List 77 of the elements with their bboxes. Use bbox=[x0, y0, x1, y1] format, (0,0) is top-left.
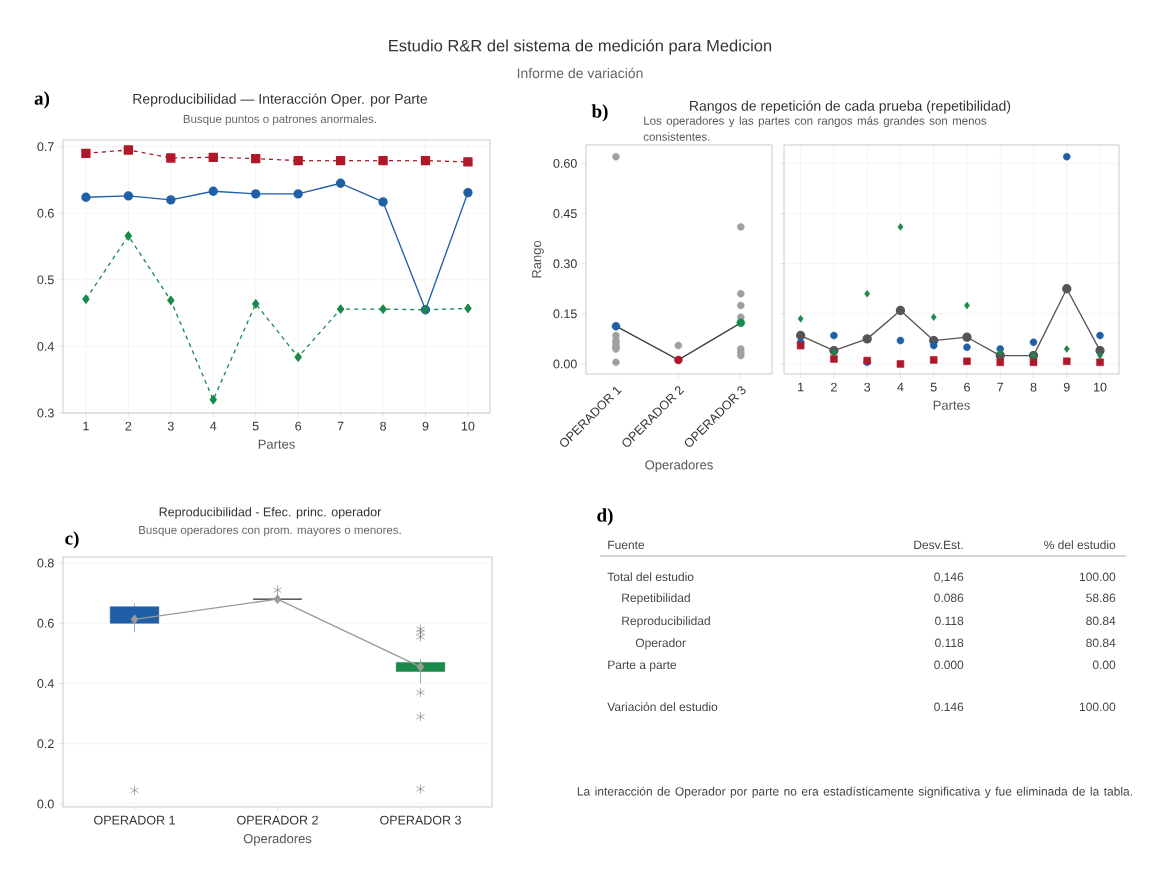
text: d) bbox=[597, 508, 613, 526]
x-tick-label: OPERADOR 2 bbox=[237, 815, 318, 825]
text: 0.118 bbox=[935, 638, 964, 648]
y-tick-label: 0.60 bbox=[553, 158, 577, 168]
y-tick-label: 0.2 bbox=[37, 739, 54, 749]
category-label: Total del estudio bbox=[607, 572, 694, 582]
y-tick-label: 0.8 bbox=[37, 558, 54, 568]
text: 0,146 bbox=[934, 572, 964, 583]
y-tick-label: 0.4 bbox=[37, 679, 54, 688]
text: 100.00 bbox=[1079, 702, 1116, 712]
x-tick-label: 2 bbox=[831, 382, 837, 392]
y-tick-label: 0.3 bbox=[37, 408, 54, 418]
x-axis-title: Operadores bbox=[645, 459, 713, 473]
y-axis-title: Rango bbox=[532, 240, 544, 278]
x-tick-label: 3 bbox=[864, 382, 871, 392]
x-tick-label: 6 bbox=[295, 421, 302, 431]
y-tick-label: 0.6 bbox=[37, 618, 54, 628]
chart-title: Reproducibilidad — Interacción Oper. por Parte bbox=[133, 93, 428, 107]
category-label: Parte a parte bbox=[608, 660, 677, 672]
x-tick-label: 10 bbox=[1094, 382, 1107, 392]
text: 0.146 bbox=[934, 702, 964, 712]
y-tick-label: 0.7 bbox=[37, 142, 54, 152]
text: 58.86 bbox=[1086, 593, 1116, 603]
chart-title: Reproducibilidad - Efec. princ. operador bbox=[159, 507, 382, 519]
x-axis-title: Operadores bbox=[243, 833, 312, 846]
category-label: Desv.Est. bbox=[914, 540, 963, 550]
x-tick-label: 1 bbox=[83, 421, 89, 431]
category-label: Operador bbox=[635, 638, 686, 650]
text: a) bbox=[34, 91, 50, 109]
x-tick-label: 7 bbox=[337, 421, 344, 431]
x-tick-label: 1 bbox=[798, 382, 804, 392]
chart-subtitle: Busque puntos o patrones anormales. bbox=[183, 114, 377, 126]
text: 80.84 bbox=[1086, 616, 1116, 626]
text: 100.00 bbox=[1079, 572, 1116, 582]
category-label: Variación del estudio bbox=[607, 702, 718, 712]
text: 0.000 bbox=[934, 660, 964, 670]
x-tick-label: 2 bbox=[125, 421, 132, 431]
category-label: % del estudio bbox=[1044, 540, 1116, 550]
text: c) bbox=[65, 531, 79, 549]
y-tick-label: 0.45 bbox=[553, 209, 577, 218]
x-tick-label: 5 bbox=[252, 421, 259, 431]
text: Los operadores y las partes con rangos más grandes son menos consistentes. bbox=[643, 116, 987, 141]
text: Rangos de repetición de cada prueba (repetibilidad) bbox=[690, 100, 1011, 114]
category-label: Fuente bbox=[608, 540, 645, 550]
chart-subtitle: Busque operadores con prom. mayores o menores. bbox=[139, 525, 401, 537]
x-tick-label: 9 bbox=[1063, 382, 1070, 392]
text: Informe de variación bbox=[517, 67, 643, 79]
x-tick-label: 5 bbox=[930, 382, 937, 392]
x-tick-label: 4 bbox=[897, 382, 904, 392]
text: 0.086 bbox=[934, 593, 964, 603]
x-tick-label: OPERADOR 3 bbox=[380, 815, 461, 825]
x-tick-label: 7 bbox=[997, 382, 1004, 392]
category-label: Reproducibilidad bbox=[622, 616, 710, 628]
x-tick-label: 8 bbox=[1030, 382, 1037, 392]
y-tick-label: 0.6 bbox=[37, 208, 54, 218]
y-tick-label: 0.4 bbox=[37, 341, 54, 351]
x-tick-label: 9 bbox=[422, 421, 429, 431]
x-axis-title: Partes bbox=[258, 439, 295, 449]
y-tick-label: 0.15 bbox=[553, 309, 577, 319]
y-tick-label: 0.30 bbox=[553, 259, 577, 269]
x-tick-label: 8 bbox=[380, 421, 386, 431]
y-tick-label: 0.00 bbox=[553, 359, 577, 369]
x-tick-label: 10 bbox=[461, 421, 475, 431]
y-tick-label: 0.0 bbox=[37, 799, 54, 809]
x-tick-label: 3 bbox=[167, 421, 174, 431]
y-tick-label: 0.5 bbox=[37, 275, 54, 285]
text: 0.118 bbox=[935, 616, 964, 626]
x-tick-label: 4 bbox=[210, 421, 217, 431]
text: 80.84 bbox=[1086, 638, 1116, 648]
text: Estudio R&R del sistema de medición para Medicion bbox=[389, 39, 772, 55]
x-axis-title: Partes bbox=[933, 400, 970, 410]
x-tick-label: 6 bbox=[964, 382, 970, 392]
text: La interacción de Operador por parte no era estadísticamente significativa y fue eliminada de la tabla. bbox=[577, 786, 1132, 799]
text: 0.00 bbox=[1092, 660, 1116, 670]
category-label: Repetibilidad bbox=[622, 593, 690, 605]
text: b) bbox=[591, 104, 608, 122]
x-tick-label: OPERADOR 1 bbox=[94, 815, 175, 825]
